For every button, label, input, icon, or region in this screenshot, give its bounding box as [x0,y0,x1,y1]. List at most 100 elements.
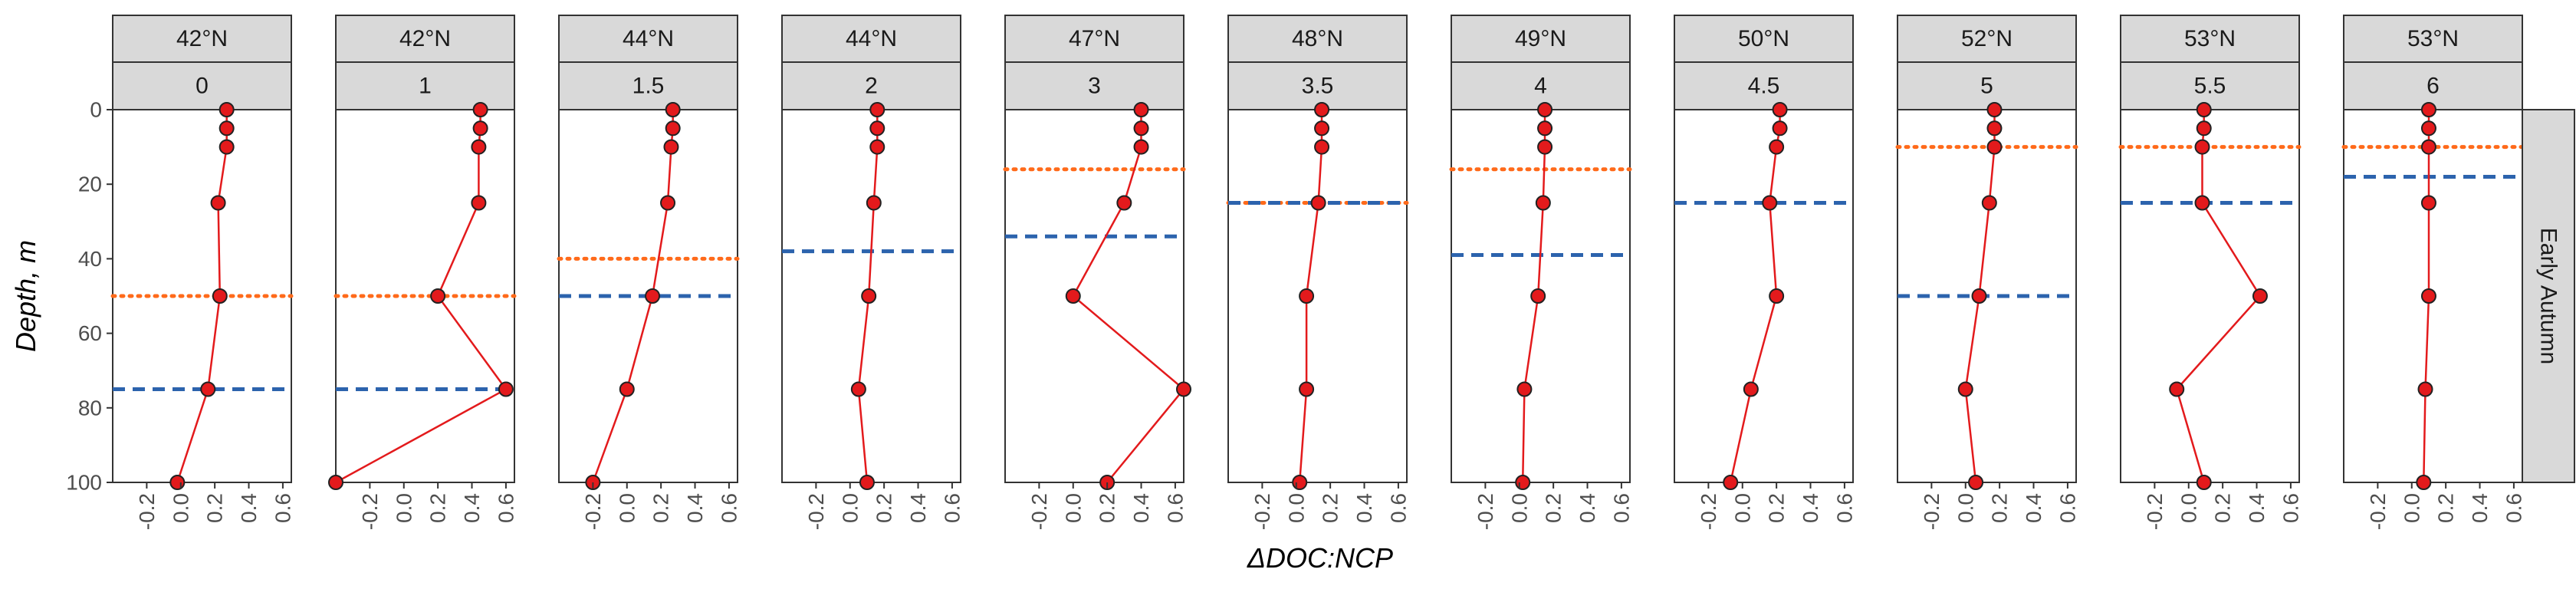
data-point [1176,381,1191,397]
facet-panel: 52°N 5 -0.2 0.0 0.2 0.4 0.6 [1895,15,2079,530]
x-tick-label: 0.0 [1284,493,1308,523]
x-tick-label: 0.2 [1319,493,1342,523]
data-point [1968,475,1984,490]
x-tick-label: 0.0 [1507,493,1531,523]
x-tick-label: 0.6 [717,493,741,523]
id-strip-label: 6 [2426,74,2440,99]
x-tick-label: 0.6 [271,493,294,523]
id-strip-label: 0 [196,74,209,99]
id-strip-label: 3 [1088,74,1101,99]
panel-content [328,102,517,490]
data-point [1535,195,1551,211]
x-tick-label: -0.2 [804,493,828,530]
data-point [1769,139,1785,155]
data-point [2196,120,2212,137]
x-tick-label: -0.2 [1250,493,1274,530]
data-point [169,475,186,490]
x-tick-label: 0.6 [1832,493,1856,523]
lat-strip-label: 47°N [1069,26,1120,51]
lat-strip-label: 48°N [1292,26,1343,51]
x-tick-label: 0.2 [426,493,450,523]
x-tick-label: 0.2 [872,493,896,523]
id-strip-label: 4.5 [1748,74,1780,99]
panel-content [557,102,740,490]
x-tick-label: 0.2 [1988,493,2012,523]
panel-content [782,102,961,490]
row-strip-label: Early Autumn [2536,228,2561,364]
x-tick-label: 0.2 [649,493,673,523]
x-tick-label: 0.4 [1799,493,1822,523]
x-tick-label: 0.6 [940,493,964,523]
data-point [1314,139,1330,155]
data-point [866,195,882,211]
lat-strip [1897,15,2077,63]
x-tick-label: 0.4 [2022,493,2045,523]
x-tick-label: -0.2 [581,493,605,530]
panel-box [1004,109,1184,483]
data-point [861,288,877,304]
facet-panel: 50°N 4.5 -0.2 0.0 0.2 0.4 0.6 [1674,15,1856,530]
x-tick-label: 0.0 [392,493,416,523]
id-strip [2120,61,2300,110]
lat-strip [335,15,515,63]
panel-box [335,109,515,483]
data-point [1537,102,1553,117]
id-strip-label: 5 [1980,74,1993,99]
data-point [665,102,681,117]
x-tick-label: 0.4 [1129,493,1153,523]
data-point [2416,475,2432,490]
data-point [1957,381,1973,397]
id-strip [558,61,738,110]
lat-strip [1227,15,1408,63]
data-point [1314,102,1330,117]
x-tick-label: -0.2 [1920,493,1944,530]
data-point [1116,195,1132,211]
x-tick-label: 0.4 [2245,493,2269,523]
data-point [1133,120,1149,137]
facet-panel: 42°N 0 -0.2 0.0 0.2 0.4 0.6 [110,15,294,530]
data-point [212,288,228,304]
panel-box [1674,109,1854,483]
panel-content [1674,102,1853,490]
data-point [2420,288,2436,304]
id-strip-label: 5.5 [2194,74,2226,99]
data-point [1537,120,1553,137]
data-point [1133,102,1149,117]
data-point [2417,381,2433,397]
x-tick-label: 0.6 [494,493,518,523]
data-point [1515,475,1531,490]
y-axis-title: Depth, m [10,240,41,352]
x-tick-label: 0.2 [2434,493,2458,523]
data-point [472,120,488,137]
x-tick-label: -0.2 [2143,493,2167,530]
facet-panel: 47°N 3 -0.2 0.0 0.2 0.4 0.6 [1003,15,1191,530]
x-tick-label: 0.0 [2400,493,2423,523]
facet-panel: 53°N 6 -0.2 0.0 0.2 0.4 0.6 [2341,15,2525,530]
x-tick-label: 0.4 [460,493,484,523]
lat-strip [1674,15,1854,63]
x-tick-label: 0.6 [1609,493,1633,523]
data-point [471,195,487,211]
data-point [1299,381,1315,397]
lat-strip-label: 53°N [2407,26,2459,51]
x-tick-label: 0.6 [1163,493,1187,523]
x-tick-label: 0.0 [615,493,639,523]
data-point [645,288,661,304]
x-tick-label: 0.4 [683,493,707,523]
facet-panel: 42°N 1 -0.2 0.0 0.2 0.4 0.6 [328,15,518,530]
x-tick-label: 0.0 [2177,493,2200,523]
x-tick-label: 0.6 [1386,493,1410,523]
id-strip [1227,61,1408,110]
id-strip [112,61,292,110]
facet-panel: 48°N 3.5 -0.2 0.0 0.2 0.4 0.6 [1226,15,1410,530]
y-axis: 0 20 40 60 80 100 [66,98,113,495]
data-point [328,475,343,490]
x-tick-label: 0.4 [2468,493,2492,523]
data-point [2194,139,2210,155]
y-tick-label: 40 [78,247,102,271]
lat-strip-label: 52°N [1961,26,2013,51]
data-point [219,120,235,137]
panel-content [2118,102,2302,490]
x-tick-label: 0.0 [1730,493,1754,523]
